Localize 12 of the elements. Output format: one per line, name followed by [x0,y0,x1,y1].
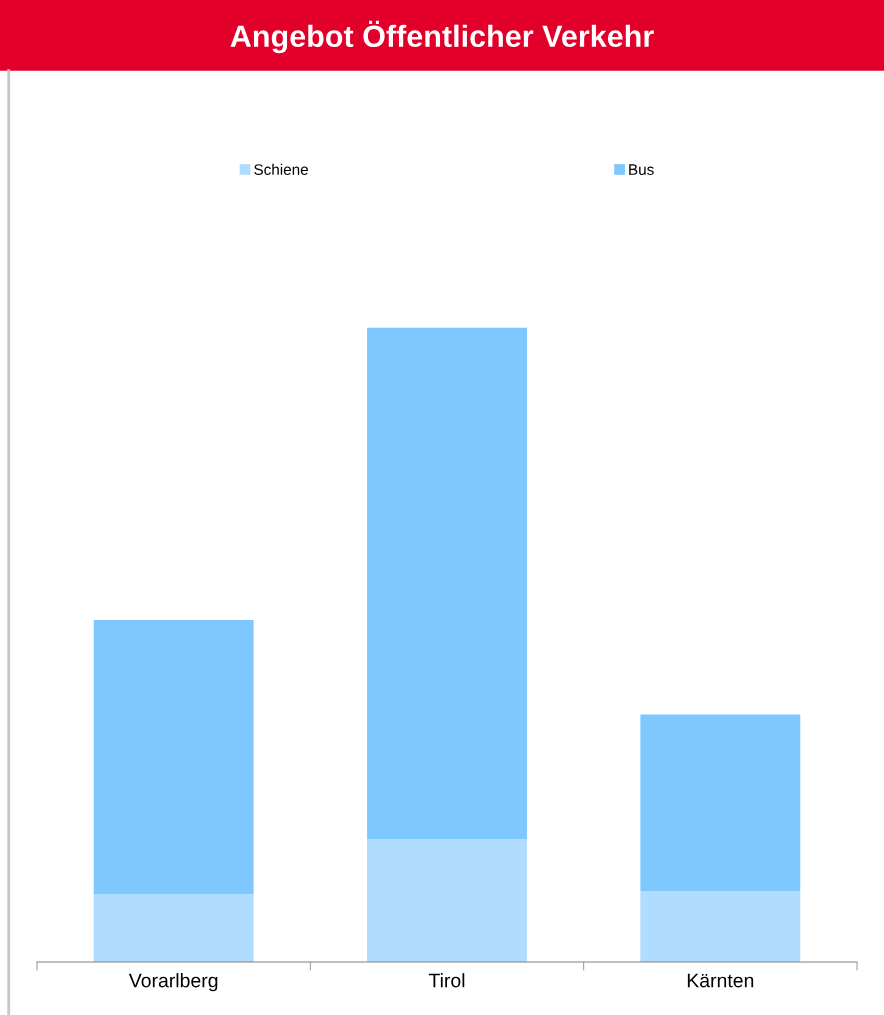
x-tick-label: Kärnten [687,973,754,988]
legend-label: Bus [629,164,654,175]
legend-label: Schiene [254,163,308,175]
bar [367,838,527,962]
bar [93,894,254,962]
x-tick-label: Tirol [428,973,465,988]
bar [93,620,254,895]
bar [640,714,801,891]
chart-title: Angebot Öffentlicher Verkehr [230,20,654,54]
x-tick-label: Vorarlberg [128,973,218,992]
bar [640,890,801,962]
bar [367,327,527,839]
